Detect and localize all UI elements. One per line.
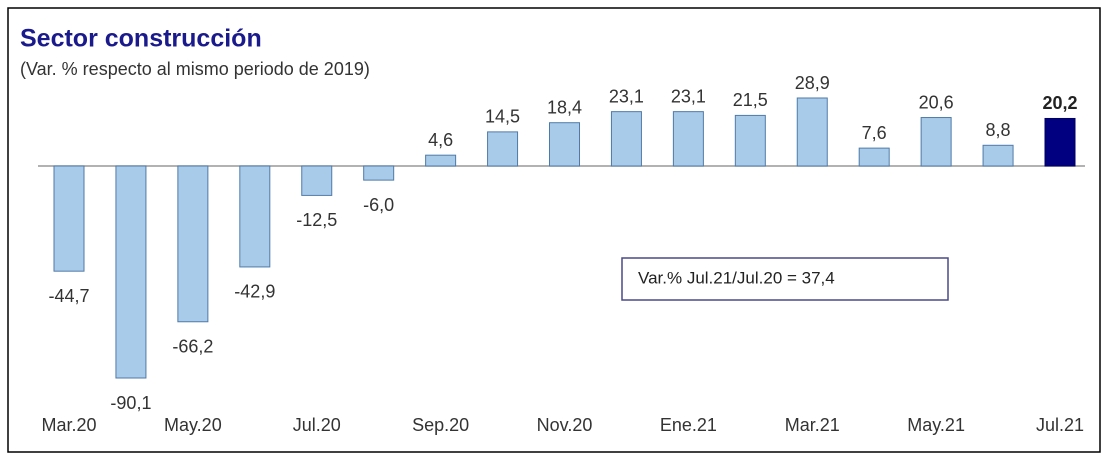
value-label: 28,9 [795,73,830,93]
value-label: 18,4 [547,97,582,117]
value-label: 23,1 [671,86,706,106]
value-label: 14,5 [485,107,520,127]
value-label: 21,5 [733,90,768,110]
value-label: -90,1 [110,393,151,413]
value-label: -42,9 [234,282,275,302]
bar [115,165,147,379]
x-tick-label: Sep.20 [412,415,469,435]
bar [425,154,457,167]
x-tick-label: Mar.20 [41,415,96,435]
x-tick-label: Nov.20 [537,415,593,435]
value-label: -44,7 [48,286,89,306]
value-label: 23,1 [609,86,644,106]
chart-subtitle: (Var. % respecto al mismo periodo de 201… [20,59,370,79]
bar [610,111,642,167]
bar [982,144,1014,167]
bar [672,111,704,167]
value-label: -12,5 [296,210,337,230]
bar [734,114,766,167]
x-tick-label: Jul.21 [1036,415,1084,435]
x-tick-label: May.20 [164,415,222,435]
annotation: Var.% Jul.21/Jul.20 = 37,4 [638,268,835,287]
bar [239,165,271,268]
x-tick-label: May.21 [907,415,965,435]
bar [796,97,828,167]
annotation-box [621,257,949,301]
value-label: 20,2 [1042,93,1077,113]
bar [177,165,209,323]
bar [301,165,333,196]
x-tick-label: Mar.21 [785,415,840,435]
bar [920,117,952,167]
x-tick-label: Ene.21 [660,415,717,435]
value-label: -6,0 [363,195,394,215]
value-label: -66,2 [172,337,213,357]
chart-title: Sector construcción [20,25,262,53]
bar [53,165,85,272]
bar [487,131,519,167]
x-tick-label: Jul.20 [293,415,341,435]
bar [858,147,890,167]
bar [549,122,580,167]
value-label: 4,6 [428,130,453,150]
value-label: 20,6 [919,92,954,112]
bar [363,165,395,181]
bar [1044,117,1076,167]
value-label: 8,8 [986,120,1011,140]
value-label: 7,6 [862,123,887,143]
